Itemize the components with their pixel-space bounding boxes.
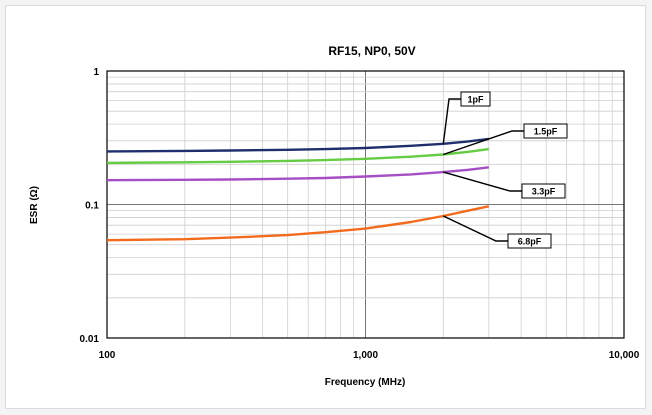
- x-tick-label: 1,000: [353, 350, 378, 361]
- series-label: 1.5pF: [534, 127, 558, 137]
- callout-box: [460, 91, 491, 107]
- chart-title: RF15, NP0, 50V: [328, 44, 415, 58]
- y-tick-label: 0.1: [85, 201, 99, 212]
- y-axis-label: ESR (Ω): [29, 186, 40, 224]
- x-tick-label: 100: [99, 350, 116, 361]
- plot-area: [106, 70, 625, 339]
- chart-grid: [107, 71, 624, 338]
- y-tick-label: 0.01: [80, 334, 100, 345]
- callout-leader: [443, 171, 522, 192]
- callout-leader: [442, 215, 508, 242]
- series-line: [106, 147, 489, 165]
- y-tick-label: 1: [93, 67, 99, 78]
- x-tick-label: 10,000: [609, 350, 640, 361]
- callout-box: [507, 233, 552, 249]
- series-callouts: 1pF 1.5pF 3.3pF 6.8pF: [442, 91, 568, 249]
- x-axis-label: Frequency (MHz): [325, 377, 406, 388]
- callout-box: [523, 123, 568, 139]
- series-line: [106, 137, 489, 153]
- callout-leader: [443, 130, 524, 156]
- series-layer: [106, 137, 490, 242]
- tick-labels: 100 1,000 10,000 0.01 0.1 1: [80, 67, 640, 361]
- callout-leader: [442, 98, 461, 144]
- callout-box: [521, 183, 566, 199]
- series-label: 3.3pF: [532, 187, 556, 197]
- series-label: 1pF: [467, 95, 484, 105]
- series-label: 6.8pF: [518, 237, 542, 247]
- series-line: [106, 205, 490, 242]
- series-line: [106, 166, 489, 182]
